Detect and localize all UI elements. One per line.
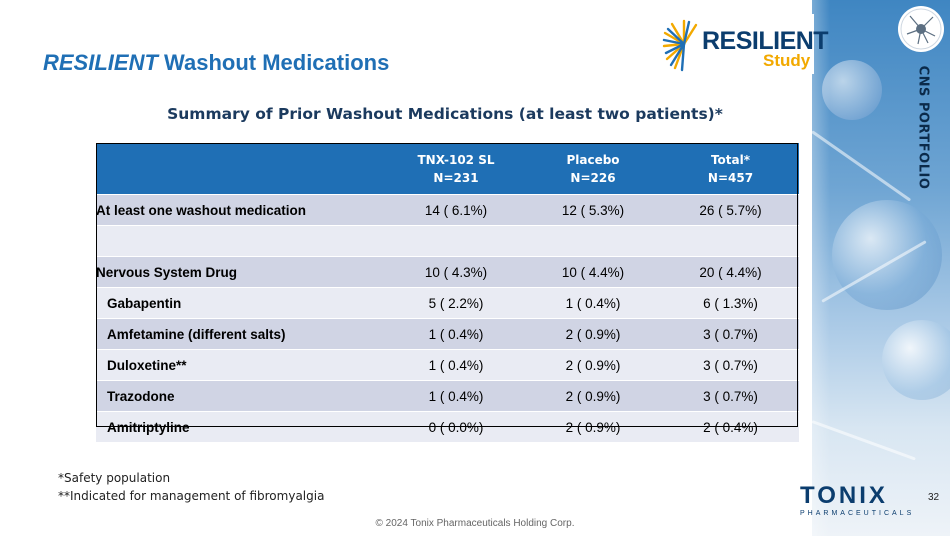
tonix-sub: PHARMACEUTICALS [800,510,915,517]
resilient-study-logo: RESILIENT Study [662,14,829,74]
cell-tnx: 1 ( 0.4%) [388,380,524,412]
row-label: Nervous System Drug [96,256,388,288]
cell-total: 3 ( 0.7%) [662,380,799,412]
cell-total: 6 ( 1.3%) [662,287,799,319]
title-rest: Washout Medications [157,50,390,75]
table-row [96,225,799,257]
cell-total: 3 ( 0.7%) [662,318,799,350]
header-tnx: TNX-102 SL N=231 [388,143,524,195]
tonix-word: TONIX [800,482,888,509]
cell-placebo: 2 ( 0.9%) [524,411,662,442]
cell-tnx [388,225,524,257]
cell-total: 2 ( 0.4%) [662,411,799,442]
cell-placebo: 2 ( 0.9%) [524,318,662,350]
cell-placebo: 12 ( 5.3%) [524,194,662,226]
row-label: At least one washout medication [96,194,388,226]
cell-total: 20 ( 4.4%) [662,256,799,288]
cell-placebo [524,225,662,257]
cell-total: 26 ( 5.7%) [662,194,799,226]
header-blank [96,143,388,195]
row-label: Amitriptyline [96,411,388,442]
sunburst-icon [662,19,698,72]
cell-placebo: 2 ( 0.9%) [524,380,662,412]
cell-placebo: 10 ( 4.4%) [524,256,662,288]
footnote-fibromyalgia: **Indicated for management of fibromyalg… [58,489,325,503]
table-row: Duloxetine** 1 ( 0.4%) 2 ( 0.9%) 3 ( 0.7… [96,349,799,381]
row-label: Amfetamine (different salts) [96,318,388,350]
cell-total [662,225,799,257]
cell-tnx: 10 ( 4.3%) [388,256,524,288]
table-row: Trazodone 1 ( 0.4%) 2 ( 0.9%) 3 ( 0.7%) [96,380,799,412]
table-row: At least one washout medication 14 ( 6.1… [96,194,799,226]
page-number: 32 [928,492,940,503]
table-row: Amitriptyline 0 ( 0.0%) 2 ( 0.9%) 2 ( 0.… [96,411,799,442]
row-label [96,225,388,257]
logo-word: RESILIENT [702,27,829,55]
header-placebo: Placebo N=226 [524,143,662,195]
portfolio-label: CNS PORTFOLIO [915,65,931,190]
row-label: Trazodone [96,380,388,412]
cell-total: 3 ( 0.7%) [662,349,799,381]
cell-tnx: 1 ( 0.4%) [388,349,524,381]
cell-tnx: 1 ( 0.4%) [388,318,524,350]
table-title: Summary of Prior Washout Medications (at… [167,105,723,123]
tonix-logo: TONIX PHARMACEUTICALS [800,482,911,522]
cell-tnx: 5 ( 2.2%) [388,287,524,319]
cell-placebo: 2 ( 0.9%) [524,349,662,381]
cell-tnx: 14 ( 6.1%) [388,194,524,226]
logo-sub: Study [763,51,811,70]
washout-table: TNX-102 SL N=231 Placebo N=226 Total* N=457… [96,143,799,442]
header-total: Total* N=457 [662,143,799,195]
side-decor-panel [812,0,950,536]
footnote-safety: *Safety population [58,471,171,485]
table-row: Gabapentin 5 ( 2.2%) 1 ( 0.4%) 6 ( 1.3%) [96,287,799,319]
cell-tnx: 0 ( 0.0%) [388,411,524,442]
title-italic: RESILIENT [43,50,158,75]
table-row: Amfetamine (different salts) 1 ( 0.4%) 2… [96,318,799,350]
row-label: Gabapentin [96,287,388,319]
cell-placebo: 1 ( 0.4%) [524,287,662,319]
table-row: Nervous System Drug 10 ( 4.3%) 10 ( 4.4%… [96,256,799,288]
page-title: RESILIENT Washout Medications [43,50,389,76]
copyright: © 2024 Tonix Pharmaceuticals Holding Cor… [375,518,575,529]
neuron-icon [898,6,944,52]
row-label: Duloxetine** [96,349,388,381]
table-header-row: TNX-102 SL N=231 Placebo N=226 Total* N=457 [96,143,799,195]
